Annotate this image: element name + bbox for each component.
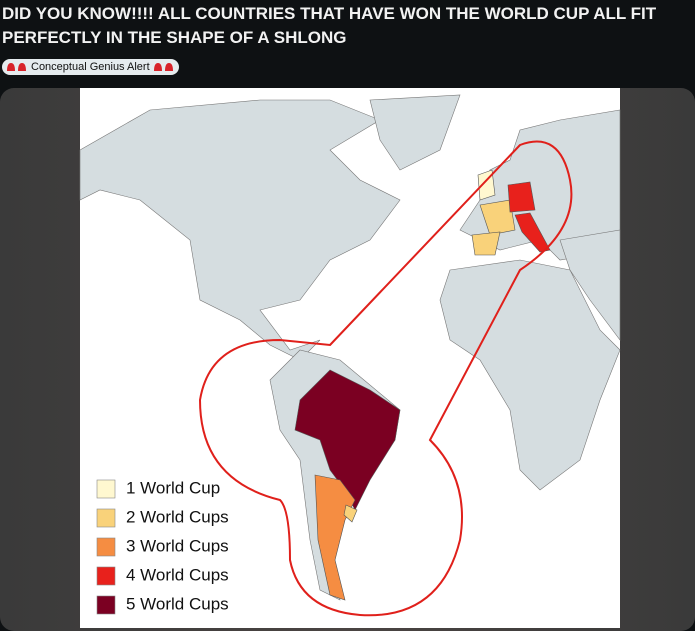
siren-icon — [153, 63, 173, 71]
legend-label: 2 World Cups — [126, 507, 229, 526]
legend-swatch — [96, 508, 116, 528]
legend-swatch — [96, 537, 116, 557]
legend-label: 4 World Cups — [126, 565, 229, 584]
country — [477, 169, 496, 201]
country — [507, 181, 536, 213]
winners — [294, 169, 551, 601]
country — [471, 231, 501, 256]
country — [479, 199, 516, 236]
legend-swatch — [96, 479, 116, 499]
legend-label: 3 World Cups — [126, 536, 229, 555]
map: 1 World Cup 2 World Cups 3 World Cups 4 Wor… — [79, 88, 621, 628]
drawn-outline — [198, 140, 573, 617]
legend-label: 1 World Cup — [126, 478, 220, 497]
country — [314, 474, 356, 601]
country — [343, 504, 358, 523]
legend-swatch — [96, 595, 116, 615]
flair-text: Conceptual Genius Alert — [31, 61, 150, 73]
media-card[interactable]: 1 World Cup 2 World Cups 3 World Cups 4 Wor… — [0, 88, 695, 631]
post-title[interactable]: DID YOU KNOW!!!! ALL COUNTRIES THAT HAVE… — [2, 4, 657, 47]
legend-swatch — [96, 566, 116, 586]
country — [294, 369, 401, 511]
siren-icon — [7, 63, 26, 71]
legend-label: 5 World Cups — [126, 594, 229, 613]
flair[interactable]: Conceptual Genius Alert — [2, 59, 179, 75]
legend: 1 World Cup 2 World Cups 3 World Cups 4 Wor… — [96, 478, 229, 615]
